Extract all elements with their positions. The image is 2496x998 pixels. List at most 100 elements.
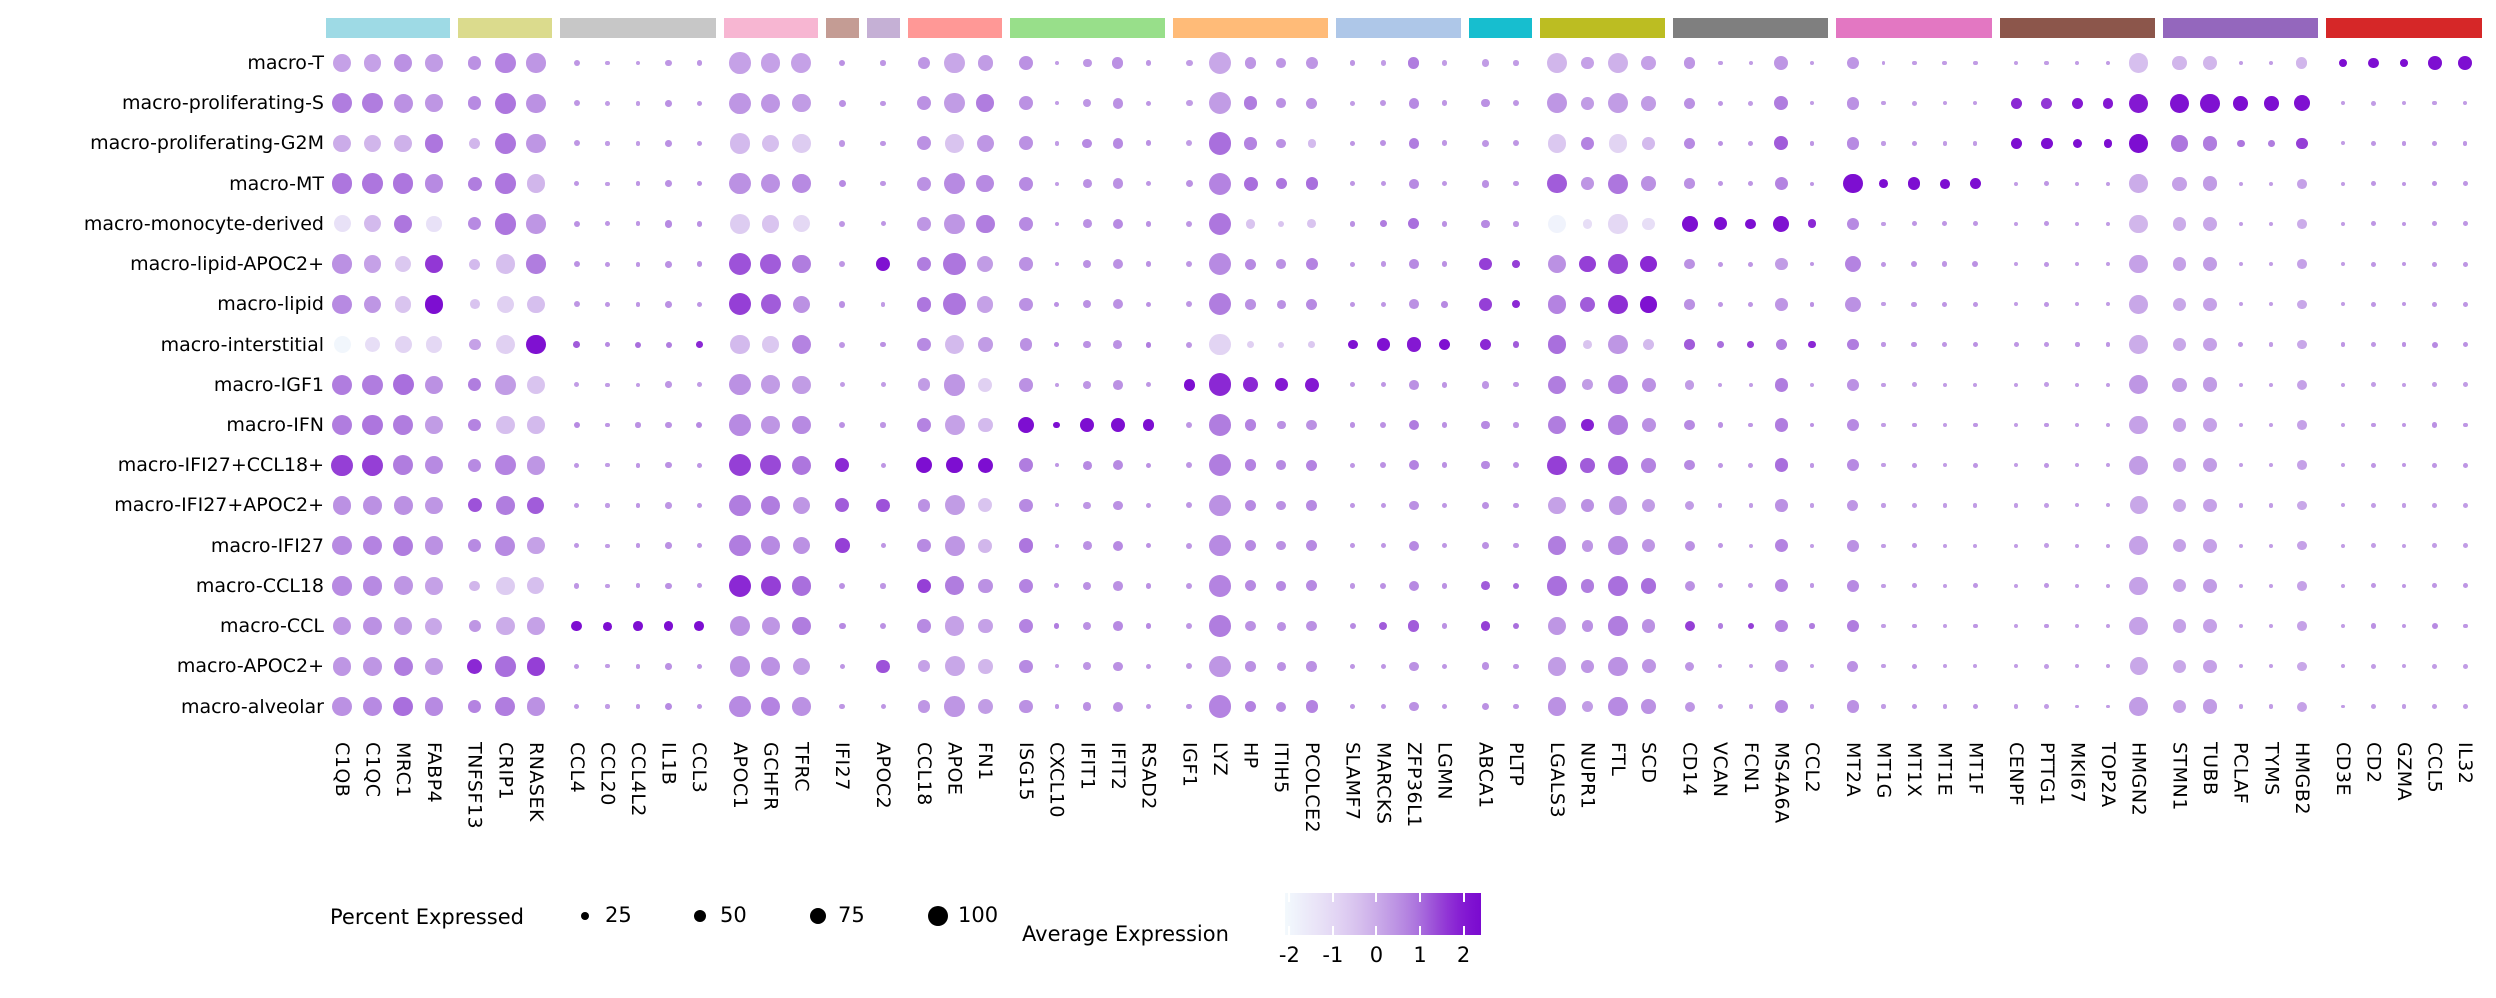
percent-legend-value: 75 [838, 903, 865, 927]
expression-dot [1113, 621, 1123, 631]
expression-dot [838, 622, 846, 630]
expression-dot [1607, 52, 1629, 74]
expression-dot [1581, 418, 1594, 432]
expression-dot [1969, 178, 1981, 190]
expression-dot [1911, 341, 1917, 348]
expression-dot [2462, 221, 2468, 227]
expression-dot [2370, 382, 2376, 388]
expression-dot [331, 454, 353, 476]
expression-dot [2340, 342, 2345, 347]
expression-dot [2075, 382, 2080, 387]
expression-dot [1547, 616, 1567, 636]
expression-dot [839, 703, 846, 710]
gene-group-bar [1468, 18, 1533, 38]
expression-dot [394, 296, 412, 313]
expression-dot [2203, 417, 2218, 433]
expression-dot [425, 657, 443, 676]
expression-dot [1380, 100, 1387, 107]
expression-dot [1209, 333, 1231, 356]
gene-label: LGMN [1433, 742, 1456, 800]
expression-dot [2238, 302, 2243, 307]
expression-dot [2014, 543, 2019, 548]
expression-dot [1019, 498, 1033, 513]
expression-dot [1608, 535, 1628, 556]
gene-label: HP [1239, 742, 1262, 769]
expression-dot [1608, 415, 1628, 435]
expression-dot [1481, 59, 1490, 67]
expression-dot [1082, 179, 1092, 189]
expression-dot [729, 494, 751, 517]
gene-label: MARCKS [1372, 742, 1395, 825]
expression-dot [1083, 621, 1092, 631]
expression-dot [2172, 257, 2187, 271]
expression-dot [394, 134, 412, 153]
expression-dot [917, 499, 931, 512]
expression-dot [1083, 340, 1092, 349]
expression-dot [1843, 174, 1863, 194]
expression-dot [1939, 178, 1950, 189]
expression-dot [2075, 302, 2080, 307]
gene-label: CXCL10 [1045, 742, 1068, 818]
expression-dot [1775, 619, 1788, 633]
expression-dot [665, 59, 672, 67]
expression-dot [1276, 540, 1286, 551]
expression-dot [2297, 339, 2307, 350]
expression-dot [1083, 259, 1092, 269]
expression-dot [1408, 540, 1419, 551]
expression-dot [1441, 502, 1448, 509]
expression-dot [1083, 662, 1092, 671]
expression-dot [1717, 60, 1723, 66]
expression-dot [1748, 422, 1754, 428]
expression-dot [1350, 301, 1356, 307]
expression-dot [573, 140, 580, 147]
gene-group-bar [1540, 18, 1666, 38]
expression-dot [1717, 623, 1723, 629]
expression-dot [1748, 583, 1754, 589]
expression-dot [2103, 139, 2113, 148]
expression-dot [2041, 97, 2053, 109]
expression-dot [1942, 664, 1947, 669]
expression-dot [2370, 100, 2376, 106]
expression-dot [839, 663, 845, 669]
expression-dot [1845, 296, 1861, 313]
expression-dot [1145, 502, 1152, 509]
expression-dot [1547, 335, 1567, 354]
expression-dot [1186, 623, 1193, 630]
expression-dot [468, 378, 482, 392]
expression-dot [1278, 341, 1285, 348]
expression-dot [1408, 580, 1419, 591]
cell-type-label: macro-IGF1 [213, 373, 324, 396]
expression-dot [1911, 503, 1917, 508]
expression-dot [2172, 579, 2187, 593]
expression-dot [792, 616, 811, 636]
expression-dot [527, 577, 545, 595]
gene-label: TFRC [790, 742, 813, 793]
gene-label: TYMS [2260, 742, 2283, 796]
expression-dot [1582, 379, 1593, 391]
expression-dot [2203, 216, 2218, 231]
gene-label: TUBB [2199, 742, 2222, 796]
expression-dot [1406, 337, 1421, 352]
expression-dot [1547, 295, 1567, 314]
expression-dot [761, 536, 781, 555]
colorbar-tick [1288, 926, 1291, 935]
expression-dot [2075, 262, 2080, 267]
expression-dot [1481, 99, 1490, 108]
expression-dot [2071, 97, 2083, 109]
expression-dot [1713, 217, 1727, 231]
expression-dot [527, 536, 545, 555]
expression-dot [1608, 496, 1628, 515]
expression-dot [526, 214, 546, 234]
expression-dot [2297, 178, 2307, 189]
expression-dot [2075, 624, 2080, 629]
expression-dot [1748, 664, 1753, 669]
cell-type-label: macro-alveolar [180, 695, 324, 718]
expression-dot [1275, 178, 1287, 190]
expression-dot [880, 140, 886, 147]
expression-dot [424, 536, 443, 555]
expression-dot [2238, 342, 2244, 347]
expression-dot [1547, 415, 1567, 435]
expression-dot [2129, 174, 2148, 193]
gene-label: APOC1 [729, 742, 752, 810]
expression-dot [1276, 98, 1287, 109]
